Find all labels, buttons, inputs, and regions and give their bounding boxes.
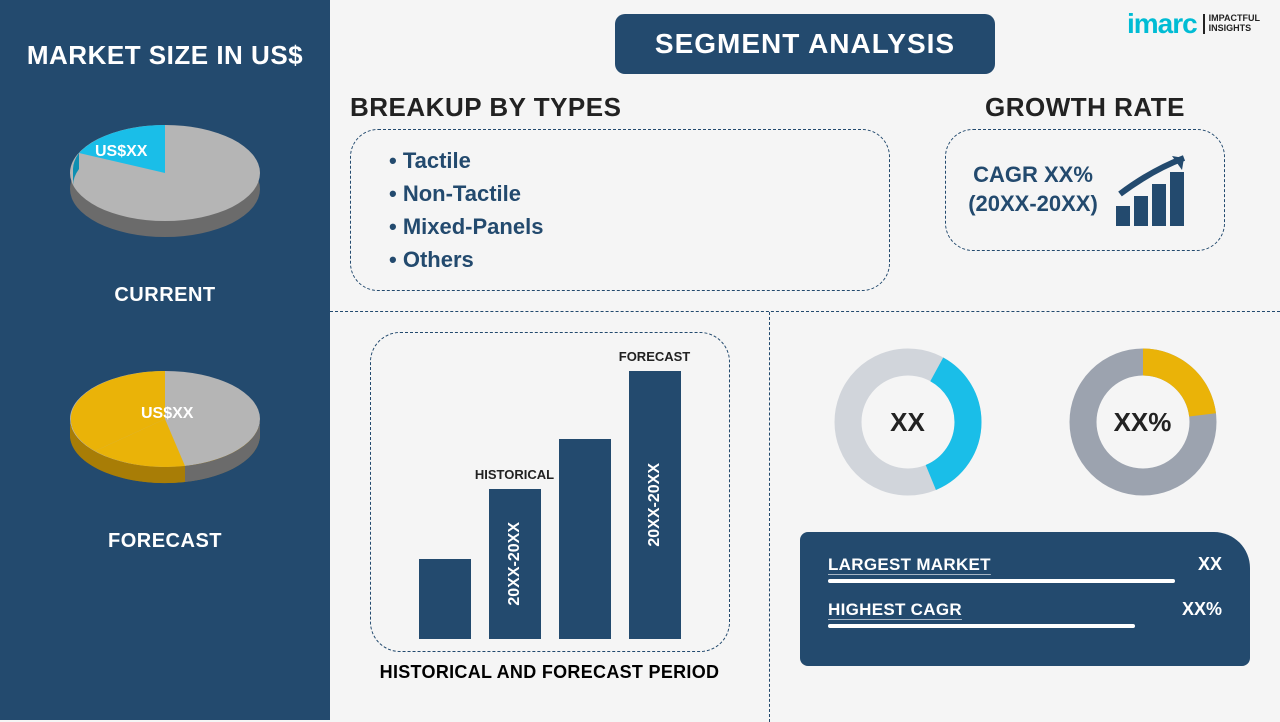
bar: HISTORICAL20XX-20XX (489, 489, 541, 639)
stat-label: LARGEST MARKET (828, 555, 991, 575)
growth-text: CAGR XX% (20XX-20XX) (968, 161, 1098, 218)
pie-forecast-caption: FORECAST (108, 530, 222, 553)
stat-row: HIGHEST CAGR XX% (828, 599, 1222, 620)
right-panel: imarc IMPACTFUL INSIGHTS SEGMENT ANALYSI… (330, 0, 1280, 720)
donut-value: XX (890, 407, 925, 438)
pie-forecast-value: US$XX (141, 405, 193, 423)
list-item: Non-Tactile (389, 177, 861, 210)
bar (419, 559, 471, 639)
stat-value: XX (1198, 554, 1222, 575)
stat-progress-bar (828, 579, 1175, 583)
pie-current-caption: CURRENT (114, 284, 215, 307)
stats-box: LARGEST MARKET XX HIGHEST CAGR XX% (800, 532, 1250, 666)
historical-section: HISTORICAL20XX-20XXFORECAST20XX-20XX HIS… (330, 312, 770, 722)
bar-top-label: FORECAST (619, 349, 691, 364)
stat-progress-bar (828, 624, 1135, 628)
logo-tagline: IMPACTFUL INSIGHTS (1203, 14, 1260, 34)
logo: imarc IMPACTFUL INSIGHTS (1127, 8, 1260, 40)
breakup-list: Tactile Non-Tactile Mixed-Panels Others (379, 144, 861, 276)
left-panel: MARKET SIZE IN US$ US$XX CURRENT US$XX F… (0, 0, 330, 720)
pie-current: US$XX (55, 101, 275, 276)
list-item: Mixed-Panels (389, 210, 861, 243)
breakup-title: BREAKUP BY TYPES (350, 92, 890, 123)
bar-chart-caption: HISTORICAL AND FORECAST PERIOD (380, 662, 720, 683)
bottom-row: HISTORICAL20XX-20XXFORECAST20XX-20XX HIS… (330, 312, 1280, 722)
top-row: BREAKUP BY TYPES Tactile Non-Tactile Mix… (330, 92, 1280, 291)
donut-row: XX XX% (800, 342, 1250, 502)
growth-section: GROWTH RATE CAGR XX% (20XX-20XX) (910, 92, 1260, 291)
list-item: Others (389, 243, 861, 276)
breakup-box: Tactile Non-Tactile Mixed-Panels Others (350, 129, 890, 291)
donut-value: XX% (1114, 407, 1172, 438)
donut-largest-market: XX (828, 342, 988, 502)
donut-highest-cagr: XX% (1063, 342, 1223, 502)
growth-title: GROWTH RATE (985, 92, 1185, 123)
bar: FORECAST20XX-20XX (629, 371, 681, 639)
pie-forecast-svg (55, 347, 275, 507)
page-title: SEGMENT ANALYSIS (615, 14, 995, 74)
bar-period-label: 20XX-20XX (646, 463, 664, 547)
stat-row: LARGEST MARKET XX (828, 554, 1222, 575)
bar-top-label: HISTORICAL (475, 467, 554, 482)
bar-period-label: 20XX-20XX (506, 522, 524, 606)
logo-text: imarc (1127, 8, 1197, 40)
pie-forecast: US$XX (55, 347, 275, 522)
bar-chart: HISTORICAL20XX-20XXFORECAST20XX-20XX (370, 332, 730, 652)
list-item: Tactile (389, 144, 861, 177)
stat-label: HIGHEST CAGR (828, 600, 962, 620)
growth-chart-icon (1112, 150, 1202, 230)
growth-box: CAGR XX% (20XX-20XX) (945, 129, 1225, 251)
breakup-section: BREAKUP BY TYPES Tactile Non-Tactile Mix… (350, 92, 890, 291)
market-size-title: MARKET SIZE IN US$ (27, 40, 303, 71)
metrics-section: XX XX% LARGEST MARKET XX HIGHEST C (770, 312, 1280, 722)
bar (559, 439, 611, 639)
pie-current-svg (55, 101, 275, 261)
stat-value: XX% (1182, 599, 1222, 620)
pie-current-value: US$XX (95, 143, 147, 161)
